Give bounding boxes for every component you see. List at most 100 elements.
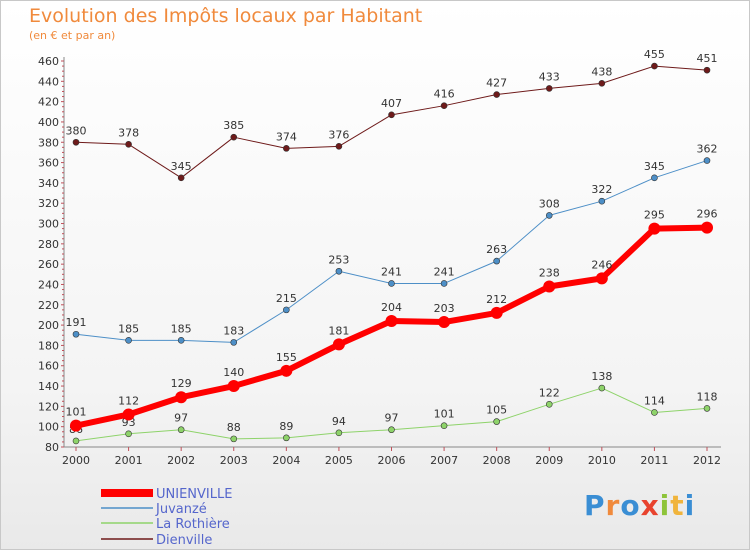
x-tick-label: 2002 [167, 454, 195, 467]
x-tick-label: 2001 [115, 454, 143, 467]
data-point-la-rothi-re [335, 429, 343, 437]
logo-letter: r [605, 489, 621, 522]
data-label-juvanz-: 263 [486, 243, 507, 256]
data-label-dienville: 451 [697, 52, 718, 65]
x-tick-label: 2011 [640, 454, 668, 467]
y-tick-label: 380 [38, 136, 59, 149]
data-point-dienville [440, 102, 448, 109]
data-point-unienville [175, 391, 188, 404]
data-label-dienville: 427 [486, 77, 507, 90]
data-label-unienville: 238 [539, 267, 560, 280]
logo-letter: x [640, 489, 660, 522]
data-label-juvanz-: 215 [276, 292, 297, 305]
data-point-la-rothi-re [177, 426, 185, 434]
y-tick-label: 100 [38, 421, 59, 434]
data-point-dienville [72, 138, 80, 146]
y-tick-label: 160 [38, 360, 59, 373]
x-tick-label: 2009 [535, 454, 563, 467]
data-point-unienville [595, 272, 608, 285]
data-label-juvanz-: 322 [591, 183, 612, 196]
data-point-dienville [598, 80, 606, 87]
data-point-la-rothi-re [545, 401, 553, 408]
data-point-unienville [490, 306, 503, 319]
data-label-juvanz-: 362 [697, 143, 718, 156]
data-point-la-rothi-re [72, 437, 80, 445]
data-label-dienville: 385 [223, 119, 244, 132]
data-point-unienville [70, 419, 82, 432]
x-tick-label: 2000 [62, 454, 90, 467]
data-point-juvanz- [230, 339, 238, 346]
data-label-dienville: 376 [328, 128, 349, 141]
data-point-dienville [388, 111, 395, 119]
data-point-dienville [493, 91, 500, 98]
y-tick-label: 340 [38, 177, 59, 190]
data-point-dienville [283, 145, 290, 152]
legend-label: Dienville [156, 533, 212, 548]
data-point-la-rothi-re [703, 405, 711, 412]
data-label-la-rothi-re: 118 [697, 390, 718, 403]
data-point-la-rothi-re [440, 422, 448, 429]
x-tick-label: 2007 [430, 454, 458, 467]
data-point-dienville [230, 133, 238, 141]
data-point-la-rothi-re [388, 426, 395, 434]
data-label-la-rothi-re: 122 [539, 386, 560, 399]
y-tick-label: 320 [38, 197, 59, 210]
data-label-juvanz-: 191 [66, 316, 87, 329]
legend-label: Juvanzé [155, 502, 207, 517]
data-point-juvanz- [651, 174, 658, 182]
data-label-dienville: 438 [591, 65, 612, 78]
data-point-juvanz- [703, 157, 711, 164]
data-label-la-rothi-re: 101 [434, 408, 455, 421]
y-tick-label: 420 [38, 96, 59, 109]
x-tick-label: 2003 [220, 454, 248, 467]
legend-label: UNIENVILLE [156, 487, 232, 502]
data-label-juvanz-: 308 [539, 197, 560, 210]
data-label-juvanz-: 253 [328, 253, 349, 266]
logo-letter: i [684, 489, 696, 522]
data-point-la-rothi-re [283, 434, 290, 442]
data-label-juvanz-: 241 [434, 265, 455, 278]
y-tick-label: 280 [38, 238, 59, 251]
data-label-unienville: 129 [171, 377, 192, 390]
data-label-unienville: 204 [381, 301, 402, 314]
data-label-la-rothi-re: 138 [591, 370, 612, 383]
y-tick-label: 440 [38, 75, 59, 88]
data-point-unienville [648, 222, 661, 235]
data-point-juvanz- [545, 212, 553, 219]
data-point-la-rothi-re [230, 435, 238, 443]
logo-letter: t [670, 489, 685, 522]
data-point-juvanz- [283, 306, 290, 314]
data-label-juvanz-: 185 [118, 322, 139, 335]
data-point-dienville [545, 85, 553, 92]
data-point-dienville [335, 143, 343, 150]
y-tick-label: 360 [38, 157, 59, 170]
y-tick-label: 260 [38, 258, 59, 271]
y-tick-label: 460 [38, 55, 59, 68]
logo-letter: o [620, 489, 641, 522]
data-label-unienville: 212 [486, 293, 507, 306]
x-tick-label: 2006 [378, 454, 406, 467]
data-label-unienville: 155 [276, 351, 297, 364]
data-point-juvanz- [440, 280, 448, 287]
data-label-la-rothi-re: 105 [486, 404, 507, 417]
data-label-unienville: 296 [697, 208, 718, 221]
data-label-unienville: 112 [118, 394, 139, 407]
data-label-dienville: 416 [434, 88, 455, 101]
y-tick-label: 220 [38, 299, 59, 312]
data-point-unienville [701, 221, 713, 234]
data-point-unienville [280, 364, 293, 377]
data-point-juvanz- [335, 267, 343, 275]
data-label-la-rothi-re: 114 [644, 394, 665, 407]
x-tick-label: 2010 [588, 454, 616, 467]
y-tick-label: 200 [38, 319, 59, 332]
data-point-dienville [651, 62, 658, 70]
legend-label: La Rothière [156, 517, 230, 532]
x-tick-label: 2004 [272, 454, 300, 467]
y-tick-label: 240 [38, 278, 59, 291]
data-label-dienville: 345 [171, 160, 192, 173]
logo-letter: P [584, 489, 606, 522]
y-tick-label: 180 [38, 339, 59, 352]
data-point-juvanz- [388, 280, 395, 287]
data-label-unienville: 181 [328, 324, 349, 337]
data-label-unienville: 140 [223, 366, 244, 379]
